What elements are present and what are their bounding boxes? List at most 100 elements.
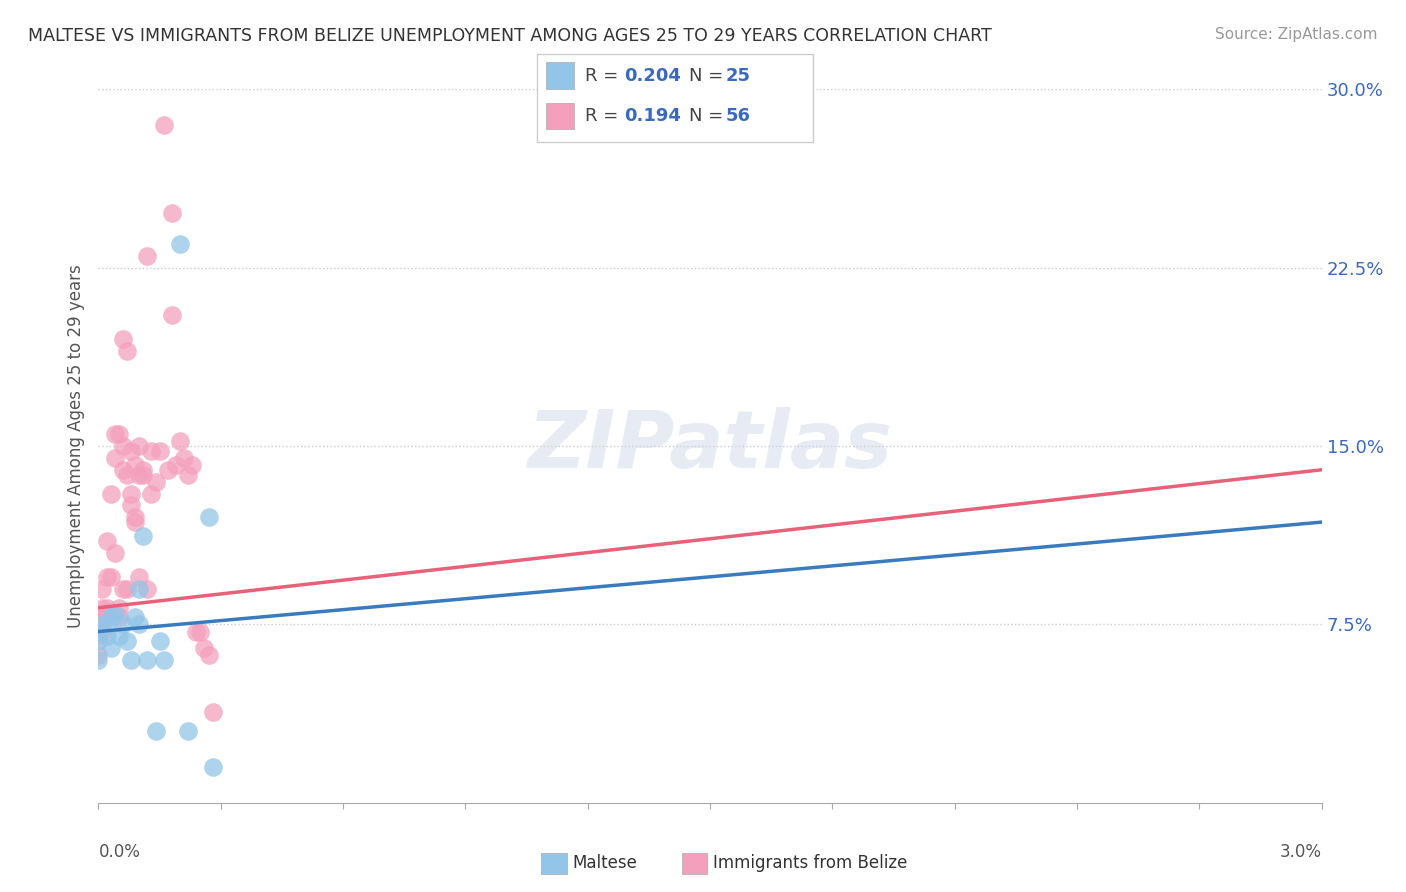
Point <box>115 634 138 648</box>
Point <box>169 236 191 251</box>
Text: R =: R = <box>585 67 624 86</box>
Point <box>136 582 159 596</box>
Point <box>96 534 118 549</box>
Point <box>87 653 110 667</box>
Point <box>100 641 122 656</box>
Point <box>149 443 172 458</box>
Point <box>145 724 167 739</box>
Point <box>87 648 110 663</box>
Text: R =: R = <box>585 107 624 126</box>
Point <box>100 610 122 624</box>
Point <box>91 624 114 639</box>
FancyBboxPatch shape <box>537 54 813 142</box>
Point <box>108 600 131 615</box>
Point <box>156 463 179 477</box>
Point <box>111 439 134 453</box>
Point <box>136 653 159 667</box>
Point <box>115 467 138 482</box>
Point <box>104 546 127 560</box>
Point <box>197 648 219 663</box>
Point <box>181 458 204 472</box>
Point <box>152 653 174 667</box>
Point <box>96 610 118 624</box>
Point <box>128 570 150 584</box>
Point <box>169 434 191 449</box>
Point <box>120 653 142 667</box>
Point <box>201 760 224 774</box>
Point <box>160 308 183 322</box>
Text: 0.194: 0.194 <box>624 107 681 126</box>
Text: MALTESE VS IMMIGRANTS FROM BELIZE UNEMPLOYMENT AMONG AGES 25 TO 29 YEARS CORRELA: MALTESE VS IMMIGRANTS FROM BELIZE UNEMPL… <box>28 27 991 45</box>
Text: Maltese: Maltese <box>572 855 637 872</box>
Point <box>177 467 200 482</box>
Point <box>96 617 118 632</box>
Point <box>91 617 114 632</box>
Point <box>87 624 110 639</box>
Point <box>96 629 118 643</box>
Text: N =: N = <box>689 107 728 126</box>
Text: N =: N = <box>689 67 728 86</box>
Bar <box>546 103 574 129</box>
Point <box>136 249 159 263</box>
Point <box>124 515 146 529</box>
Point <box>104 450 127 465</box>
Point <box>141 486 163 500</box>
Text: 0.204: 0.204 <box>624 67 681 86</box>
Point <box>115 582 138 596</box>
Point <box>124 510 146 524</box>
Point <box>165 458 187 472</box>
Point <box>145 475 167 489</box>
Point <box>87 634 110 648</box>
Point <box>186 624 208 639</box>
Text: Immigrants from Belize: Immigrants from Belize <box>713 855 907 872</box>
Point <box>108 610 131 624</box>
Point <box>132 529 155 543</box>
Point <box>124 458 146 472</box>
Point <box>188 624 212 639</box>
Text: 3.0%: 3.0% <box>1279 843 1322 861</box>
Point <box>120 499 142 513</box>
Text: ZIPatlas: ZIPatlas <box>527 407 893 485</box>
Point <box>132 463 155 477</box>
Y-axis label: Unemployment Among Ages 25 to 29 years: Unemployment Among Ages 25 to 29 years <box>66 264 84 628</box>
Point <box>104 606 127 620</box>
Text: 56: 56 <box>725 107 751 126</box>
Point <box>111 463 134 477</box>
Point <box>108 427 131 442</box>
Point <box>173 450 195 465</box>
Point <box>96 570 118 584</box>
Point <box>149 634 172 648</box>
Point <box>111 617 134 632</box>
Point <box>91 600 114 615</box>
Point <box>128 617 150 632</box>
Point <box>104 427 127 442</box>
Point <box>108 629 131 643</box>
Point <box>111 582 134 596</box>
Point <box>160 206 183 220</box>
Point <box>87 610 110 624</box>
Point <box>193 641 215 656</box>
Point <box>128 467 150 482</box>
Bar <box>546 62 574 89</box>
Text: 25: 25 <box>725 67 751 86</box>
Point <box>141 443 163 458</box>
Point <box>177 724 200 739</box>
Point <box>128 439 150 453</box>
Point <box>87 629 110 643</box>
Point <box>128 582 150 596</box>
Point <box>152 118 174 132</box>
Point <box>91 582 114 596</box>
Point <box>100 570 122 584</box>
Point <box>120 486 142 500</box>
Point <box>96 600 118 615</box>
Point <box>120 443 142 458</box>
Point <box>115 343 138 358</box>
Text: Source: ZipAtlas.com: Source: ZipAtlas.com <box>1215 27 1378 42</box>
Text: 0.0%: 0.0% <box>98 843 141 861</box>
Point <box>132 467 155 482</box>
Point <box>111 332 134 346</box>
Point <box>100 486 122 500</box>
Point <box>201 706 224 720</box>
Point <box>197 510 219 524</box>
Point <box>124 610 146 624</box>
